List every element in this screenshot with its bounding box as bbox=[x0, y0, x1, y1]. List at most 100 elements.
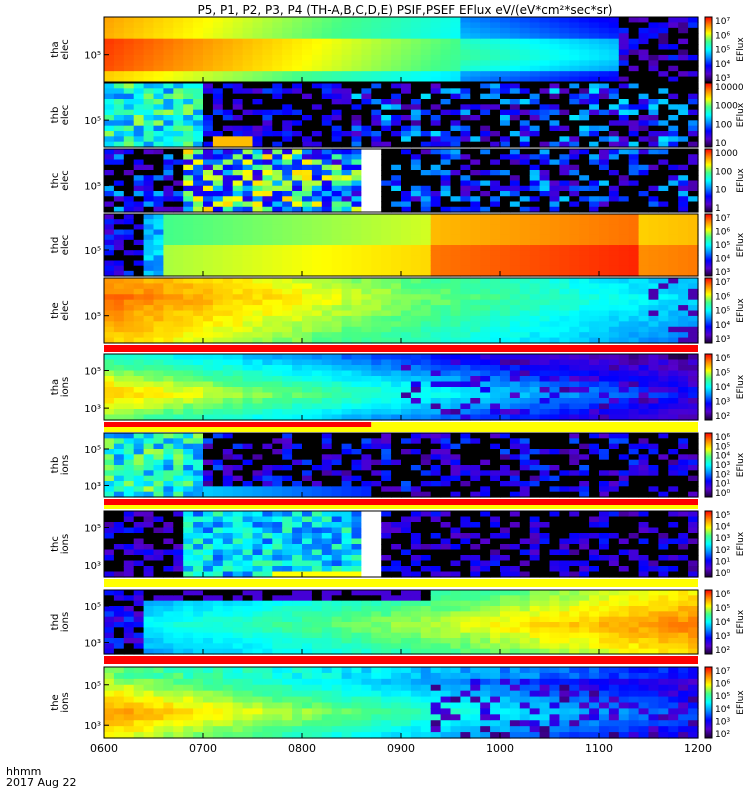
colorbar-tick-label: 10³ bbox=[715, 335, 730, 345]
spectrogram-cell bbox=[410, 294, 422, 301]
spectrogram-cell bbox=[381, 250, 392, 256]
spectrogram-cell bbox=[173, 109, 184, 116]
spectrogram-cell bbox=[371, 206, 382, 213]
spectrogram-cell bbox=[519, 354, 531, 361]
spectrogram-cell bbox=[371, 245, 382, 251]
spectrogram-cell bbox=[470, 170, 481, 176]
spectrogram-cell bbox=[252, 49, 263, 56]
spectrogram-cell bbox=[262, 449, 273, 455]
spectrogram-cell bbox=[282, 60, 293, 67]
spectrogram-cell bbox=[272, 164, 283, 171]
spectrogram-cell bbox=[381, 310, 392, 317]
spectrogram-cell bbox=[638, 294, 650, 301]
spectrogram-cell bbox=[539, 381, 551, 388]
spectrogram-cell bbox=[391, 115, 402, 121]
spectrogram-cell bbox=[331, 370, 343, 377]
spectrogram-cell bbox=[183, 310, 194, 317]
spectrogram-cell bbox=[123, 321, 135, 328]
spectrogram-cell bbox=[500, 270, 511, 277]
spectrogram-cell bbox=[688, 270, 699, 277]
spectrogram-cell bbox=[252, 443, 263, 450]
spectrogram-cell bbox=[193, 239, 204, 246]
spectrogram-cell bbox=[529, 22, 541, 29]
spectrogram-cell bbox=[361, 294, 372, 301]
spectrogram-cell bbox=[153, 475, 164, 482]
spectrogram-cell bbox=[460, 54, 471, 61]
spectrogram-cell bbox=[272, 17, 283, 24]
spectrogram-cell bbox=[450, 245, 461, 251]
spectrogram-cell bbox=[361, 136, 372, 143]
spectrogram-cell bbox=[123, 170, 135, 176]
spectrogram-cell bbox=[460, 27, 471, 34]
spectrogram-cell bbox=[410, 305, 422, 312]
spectrogram-cell bbox=[242, 115, 254, 121]
spectrogram-cell bbox=[480, 136, 491, 143]
spectrogram-cell bbox=[608, 387, 620, 394]
spectrogram-cell bbox=[232, 196, 244, 203]
spectrogram-cell bbox=[341, 299, 353, 306]
spectrogram-cell bbox=[311, 206, 323, 213]
spectrogram-cell bbox=[272, 381, 283, 388]
spectrogram-cell bbox=[678, 414, 689, 421]
spectrogram-cell bbox=[282, 326, 293, 333]
spectrogram-cell bbox=[618, 239, 630, 246]
spectrogram-cell bbox=[559, 17, 570, 24]
spectrogram-cell bbox=[480, 265, 491, 272]
spectrogram-cell bbox=[143, 433, 155, 439]
spectrogram-cell bbox=[589, 354, 600, 361]
spectrogram-cell bbox=[173, 288, 184, 295]
spectrogram-cell bbox=[351, 315, 362, 322]
spectrogram-cell bbox=[519, 93, 531, 100]
spectrogram-cell bbox=[282, 299, 293, 306]
spectrogram-cell bbox=[648, 71, 659, 78]
spectrogram-cell bbox=[648, 44, 659, 51]
spectrogram-cell bbox=[321, 136, 333, 143]
spectrogram-cell bbox=[648, 60, 659, 67]
spectrogram-cell bbox=[262, 433, 273, 439]
spectrogram-cell bbox=[410, 321, 422, 328]
spectrogram-cell bbox=[153, 278, 164, 285]
spectrogram-cell bbox=[361, 164, 372, 171]
spectrogram-cell bbox=[361, 321, 372, 328]
spectrogram-cell bbox=[143, 387, 155, 394]
spectrogram-cell bbox=[183, 337, 194, 344]
spectrogram-cell bbox=[163, 191, 174, 197]
spectrogram-cell bbox=[351, 125, 362, 132]
spectrogram-cell bbox=[460, 387, 471, 394]
spectrogram-cell bbox=[351, 376, 362, 383]
spectrogram-cell bbox=[104, 337, 115, 344]
spectrogram-cell bbox=[638, 65, 650, 72]
spectrogram-cell bbox=[371, 270, 382, 277]
spectrogram-cell bbox=[311, 278, 323, 285]
spectrogram-cell bbox=[222, 49, 234, 56]
spectrogram-cell bbox=[480, 60, 491, 67]
spectrogram-cell bbox=[440, 326, 452, 333]
spectrogram-cell bbox=[341, 332, 353, 339]
spectrogram-cell bbox=[212, 294, 224, 301]
spectrogram-cell bbox=[420, 170, 432, 176]
spectrogram-cell bbox=[292, 17, 303, 24]
spectrogram-cell bbox=[648, 175, 659, 182]
spectrogram-cell bbox=[361, 449, 372, 455]
spectrogram-cell bbox=[628, 154, 640, 161]
spectrogram-cell bbox=[480, 454, 491, 461]
spectrogram-cell bbox=[272, 27, 283, 34]
spectrogram-cell bbox=[599, 376, 610, 383]
y-tick-label: 10⁵ bbox=[84, 51, 101, 62]
spectrogram-cell bbox=[549, 443, 560, 450]
spectrogram-cell bbox=[341, 459, 353, 466]
spectrogram-cell bbox=[410, 191, 422, 197]
colorbar-tick-label: 10 bbox=[715, 139, 727, 149]
spectrogram-cell bbox=[509, 44, 521, 51]
spectrogram-cell bbox=[658, 201, 669, 208]
spectrogram-cell bbox=[549, 159, 560, 166]
spectrogram-cell bbox=[272, 125, 283, 132]
spectrogram-cell bbox=[272, 354, 283, 361]
spectrogram-cell bbox=[569, 288, 580, 295]
spectrogram-cell bbox=[222, 332, 234, 339]
spectrogram-cell bbox=[391, 354, 402, 361]
spectrogram-cell bbox=[153, 438, 164, 445]
spectrogram-cell bbox=[341, 76, 353, 83]
spectrogram-cell bbox=[688, 38, 699, 45]
